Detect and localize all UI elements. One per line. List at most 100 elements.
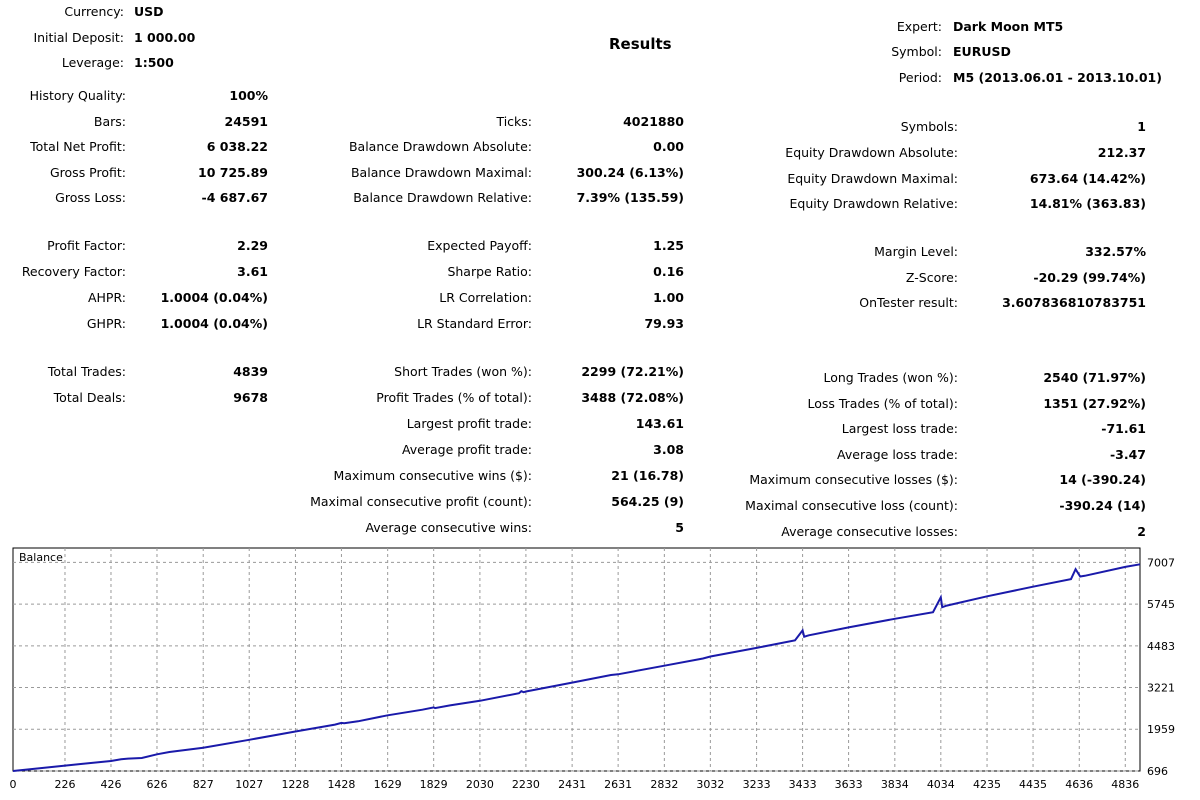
profit-trades-value: 3488 (72.08%) <box>581 390 684 405</box>
gross-loss-label: Gross Loss: <box>55 190 126 205</box>
x-tick-label: 1027 <box>235 778 263 791</box>
short-trades-label: Short Trades (won %): <box>394 364 532 379</box>
equity-dd-absolute-label: Equity Drawdown Absolute: <box>785 145 958 160</box>
short-trades-value: 2299 (72.21%) <box>581 364 684 379</box>
initial-deposit-label: Initial Deposit: <box>33 30 124 45</box>
currency-value: USD <box>134 4 164 19</box>
symbol-label: Symbol: <box>891 44 942 59</box>
long-trades-label: Long Trades (won %): <box>823 370 958 385</box>
symbol-value: EURUSD <box>953 44 1011 59</box>
balance-dd-maximal-label: Balance Drawdown Maximal: <box>350 165 532 180</box>
equity-dd-relative-label: Equity Drawdown Relative: <box>789 196 958 211</box>
max-consecutive-profit-label: Maximal consecutive profit (count): <box>310 494 532 509</box>
ghpr-label: GHPR: <box>86 316 126 331</box>
x-tick-label: 4435 <box>1019 778 1047 791</box>
gross-profit-value: 10 725.89 <box>198 165 268 180</box>
total-trades-label: Total Trades: <box>47 364 126 379</box>
lr-correlation-value: 1.00 <box>653 290 684 305</box>
y-tick-label: 5745 <box>1147 598 1175 611</box>
currency-label: Currency: <box>64 4 124 19</box>
x-tick-label: 426 <box>100 778 121 791</box>
avg-consecutive-wins-label: Average consecutive wins: <box>365 520 532 535</box>
average-loss-trade-value: -3.47 <box>1109 447 1146 462</box>
x-tick-label: 3032 <box>696 778 724 791</box>
ticks-value: 4021880 <box>623 114 684 129</box>
ticks-label: Ticks: <box>496 114 532 129</box>
ahpr-value: 1.0004 (0.04%) <box>160 290 268 305</box>
x-tick-label: 226 <box>54 778 75 791</box>
long-trades-value: 2540 (71.97%) <box>1043 370 1146 385</box>
x-tick-label: 0 <box>10 778 17 791</box>
expected-payoff-value: 1.25 <box>653 238 684 253</box>
total-deals-value: 9678 <box>233 390 268 405</box>
sharpe-ratio-value: 0.16 <box>653 264 684 279</box>
balance-chart: 0 226 426 626 827 1027 1228 1428 1629 1829 2030 223… <box>10 547 1175 791</box>
bars-label: Bars: <box>93 114 126 129</box>
avg-consecutive-losses-label: Average consecutive losses: <box>781 524 958 539</box>
symbols-value: 1 <box>1137 119 1146 134</box>
recovery-factor-value: 3.61 <box>237 264 268 279</box>
lr-correlation-label: LR Correlation: <box>439 290 532 305</box>
z-score-label: Z-Score: <box>905 270 958 285</box>
initial-deposit-value: 1 000.00 <box>134 30 196 45</box>
expected-payoff-label: Expected Payoff: <box>427 238 532 253</box>
max-consecutive-wins-value: 21 (16.78) <box>611 468 684 483</box>
plot-frame <box>12 547 1141 772</box>
x-tick-label: 2230 <box>512 778 540 791</box>
x-tick-label: 626 <box>146 778 167 791</box>
ahpr-label: AHPR: <box>87 290 126 305</box>
lr-standard-error-label: LR Standard Error: <box>417 316 532 331</box>
x-tick-label: 2030 <box>466 778 494 791</box>
y-tick-label: 1959 <box>1147 723 1175 736</box>
margin-level-label: Margin Level: <box>874 244 958 259</box>
leverage-label: Leverage: <box>61 55 124 70</box>
margin-level-value: 332.57% <box>1085 244 1146 259</box>
balance-line <box>12 563 1141 772</box>
max-consecutive-loss-value: -390.24 (14) <box>1059 498 1146 513</box>
period-value: M5 (2013.06.01 - 2013.10.01) <box>953 70 1162 85</box>
y-tick-label: 3221 <box>1147 682 1175 695</box>
balance-dd-absolute-value: 0.00 <box>653 139 684 154</box>
results-title: Results <box>609 35 672 53</box>
x-tick-label: 827 <box>193 778 214 791</box>
avg-consecutive-wins-value: 5 <box>675 520 684 535</box>
balance-dd-absolute-label: Balance Drawdown Absolute: <box>348 139 532 154</box>
recovery-factor-label: Recovery Factor: <box>21 264 126 279</box>
x-tick-label: 4235 <box>973 778 1001 791</box>
gross-profit-label: Gross Profit: <box>49 165 126 180</box>
equity-dd-maximal-value: 673.64 (14.42%) <box>1029 171 1146 186</box>
x-tick-label: 3633 <box>835 778 863 791</box>
balance-dd-maximal-value: 300.24 (6.13%) <box>576 165 684 180</box>
x-tick-label: 1829 <box>420 778 448 791</box>
avg-consecutive-losses-value: 2 <box>1137 524 1146 539</box>
lr-standard-error-value: 79.93 <box>644 316 684 331</box>
gross-loss-value: -4 687.67 <box>201 190 268 205</box>
profit-factor-value: 2.29 <box>237 238 268 253</box>
balance-dd-relative-value: 7.39% (135.59) <box>576 190 684 205</box>
leverage-value: 1:500 <box>134 55 174 70</box>
loss-trades-label: Loss Trades (% of total): <box>807 396 958 411</box>
symbols-label: Symbols: <box>900 119 958 134</box>
average-loss-trade-label: Average loss trade: <box>837 447 958 462</box>
x-tick-label: 4636 <box>1065 778 1093 791</box>
max-consecutive-losses-label: Maximum consecutive losses ($): <box>749 472 958 487</box>
bars-value: 24591 <box>224 114 269 129</box>
expert-value: Dark Moon MT5 <box>953 19 1064 34</box>
ontester-result-label: OnTester result: <box>859 295 958 310</box>
max-consecutive-loss-label: Maximal consecutive loss (count): <box>745 498 958 513</box>
x-tick-label: 1228 <box>281 778 309 791</box>
x-tick-label: 3433 <box>789 778 817 791</box>
history-quality-label: History Quality: <box>29 88 126 103</box>
history-quality-value: 100% <box>229 88 268 103</box>
balance-dd-relative-label: Balance Drawdown Relative: <box>353 190 532 205</box>
equity-dd-absolute-value: 212.37 <box>1097 145 1146 160</box>
max-consecutive-losses-value: 14 (-390.24) <box>1059 472 1146 487</box>
sharpe-ratio-label: Sharpe Ratio: <box>447 264 532 279</box>
total-deals-label: Total Deals: <box>53 390 126 405</box>
loss-trades-value: 1351 (27.92%) <box>1043 396 1146 411</box>
average-profit-trade-label: Average profit trade: <box>401 442 532 457</box>
ontester-result-value: 3.607836810783751 <box>1002 295 1146 310</box>
total-net-profit-label: Total Net Profit: <box>30 139 126 154</box>
equity-dd-maximal-label: Equity Drawdown Maximal: <box>787 171 958 186</box>
y-tick-label: 696 <box>1147 765 1168 778</box>
